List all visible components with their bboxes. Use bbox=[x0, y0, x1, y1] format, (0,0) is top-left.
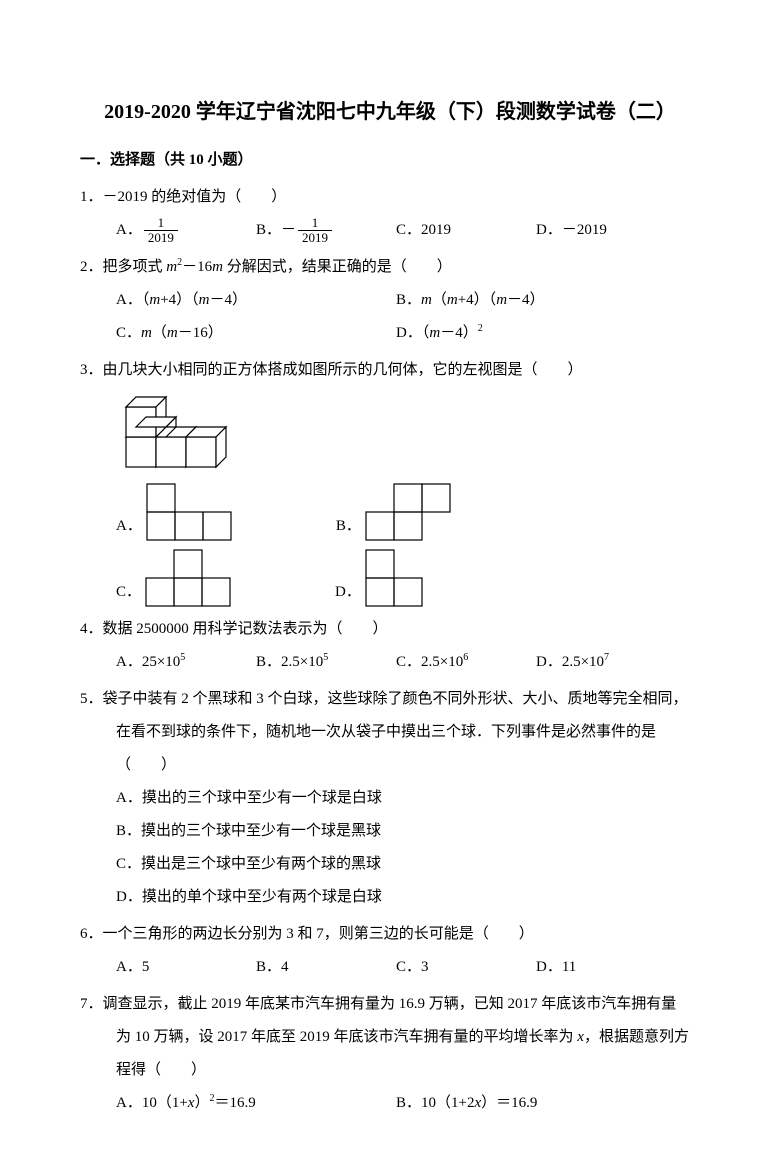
page: 2019-2020 学年辽宁省沈阳七中九年级（下）段测数学试卷（二） 一．选择题… bbox=[0, 0, 780, 1160]
q2-options-2: C．m（m－16） D．（m－4）2 bbox=[80, 317, 700, 350]
q3-opt-b: B． bbox=[336, 483, 455, 543]
q6-opt-c: C．3 bbox=[396, 951, 536, 984]
question-3: 3．由几块大小相同的正方体搭成如图所示的几何体，它的左视图是（ ） A． bbox=[80, 354, 700, 609]
cube-figure-icon bbox=[116, 387, 256, 477]
q5-opt-d: D．摸出的单个球中至少有两个球是白球 bbox=[80, 881, 700, 914]
fraction-icon: 12019 bbox=[144, 216, 178, 246]
q2-options: A．（m+4）（m－4） B．m（m+4）（m－4） bbox=[80, 284, 700, 317]
q7-options: A．10（1+x）2＝16.9 B．10（1+2x）＝16.9 bbox=[80, 1087, 700, 1120]
q4-opt-d: D．2.5×107 bbox=[536, 646, 676, 679]
q4-options: A．25×105 B．2.5×105 C．2.5×106 D．2.5×107 bbox=[80, 646, 700, 679]
q5-opt-a: A．摸出的三个球中至少有一个球是白球 bbox=[80, 782, 700, 815]
q4-text: 4．数据 2500000 用科学记数法表示为（ ） bbox=[80, 613, 700, 646]
q7-text3: 程得（ ） bbox=[80, 1054, 700, 1087]
q5-text2: 在看不到球的条件下，随机地一次从袋子中摸出三个球．下列事件是必然事件的是（ ） bbox=[80, 716, 700, 782]
q2-opt-d: D．（m－4）2 bbox=[396, 317, 676, 350]
q3-options-row1: A． B． bbox=[80, 477, 700, 543]
q1-options: A．12019 B．－12019 C．2019 D．－2019 bbox=[80, 214, 700, 247]
q5-text: 5．袋子中装有 2 个黑球和 3 个白球，这些球除了颜色不同外形状、大小、质地等… bbox=[80, 683, 700, 716]
q6-options: A．5 B．4 C．3 D．11 bbox=[80, 951, 700, 984]
exam-title: 2019-2020 学年辽宁省沈阳七中九年级（下）段测数学试卷（二） bbox=[80, 90, 700, 134]
section-heading: 一．选择题（共 10 小题） bbox=[80, 144, 700, 177]
q3-opt-c: C． bbox=[116, 549, 235, 609]
grid-figure-icon bbox=[365, 483, 455, 543]
q1-opt-c: C．2019 bbox=[396, 214, 536, 247]
q4-opt-c: C．2.5×106 bbox=[396, 646, 536, 679]
q6-opt-a: A．5 bbox=[116, 951, 256, 984]
q2-opt-a: A．（m+4）（m－4） bbox=[116, 284, 396, 317]
q1-opt-b: B．－12019 bbox=[256, 214, 396, 247]
q4-opt-a: A．25×105 bbox=[116, 646, 256, 679]
q7-text2: 为 10 万辆，设 2017 年底至 2019 年底该市汽车拥有量的平均增长率为… bbox=[80, 1021, 700, 1054]
q1-opt-a: A．12019 bbox=[116, 214, 256, 247]
question-4: 4．数据 2500000 用科学记数法表示为（ ） A．25×105 B．2.5… bbox=[80, 613, 700, 679]
q7-text: 7．调查显示，截止 2019 年底某市汽车拥有量为 16.9 万辆，已知 201… bbox=[80, 988, 700, 1021]
grid-figure-icon bbox=[146, 483, 236, 543]
question-2: 2．把多项式 m2－16m 分解因式，结果正确的是（ ） A．（m+4）（m－4… bbox=[80, 251, 700, 350]
q3-text: 3．由几块大小相同的正方体搭成如图所示的几何体，它的左视图是（ ） bbox=[80, 354, 700, 387]
q2-text: 2．把多项式 m2－16m 分解因式，结果正确的是（ ） bbox=[80, 251, 700, 284]
q2-opt-b: B．m（m+4）（m－4） bbox=[396, 284, 676, 317]
q6-opt-b: B．4 bbox=[256, 951, 396, 984]
grid-figure-icon bbox=[365, 549, 427, 609]
q7-opt-a: A．10（1+x）2＝16.9 bbox=[116, 1087, 396, 1120]
q4-opt-b: B．2.5×105 bbox=[256, 646, 396, 679]
q5-opt-b: B．摸出的三个球中至少有一个球是黑球 bbox=[80, 815, 700, 848]
question-1: 1．－2019 的绝对值为（ ） A．12019 B．－12019 C．2019… bbox=[80, 181, 700, 247]
q1-opt-d: D．－2019 bbox=[536, 214, 676, 247]
q3-options-row2: C． D． bbox=[80, 543, 700, 609]
q6-text: 6．一个三角形的两边长分别为 3 和 7，则第三边的长可能是（ ） bbox=[80, 918, 700, 951]
question-7: 7．调查显示，截止 2019 年底某市汽车拥有量为 16.9 万辆，已知 201… bbox=[80, 988, 700, 1120]
q3-opt-a: A． bbox=[116, 483, 236, 543]
q6-opt-d: D．11 bbox=[536, 951, 676, 984]
q2-opt-c: C．m（m－16） bbox=[116, 317, 396, 350]
q7-opt-b: B．10（1+2x）＝16.9 bbox=[396, 1087, 676, 1120]
q3-main-figure bbox=[80, 387, 700, 477]
q5-opt-c: C．摸出是三个球中至少有两个球的黑球 bbox=[80, 848, 700, 881]
q3-opt-d: D． bbox=[335, 549, 427, 609]
grid-figure-icon bbox=[145, 549, 235, 609]
question-6: 6．一个三角形的两边长分别为 3 和 7，则第三边的长可能是（ ） A．5 B．… bbox=[80, 918, 700, 984]
fraction-icon: 12019 bbox=[298, 216, 332, 246]
q1-text: 1．－2019 的绝对值为（ ） bbox=[80, 181, 700, 214]
question-5: 5．袋子中装有 2 个黑球和 3 个白球，这些球除了颜色不同外形状、大小、质地等… bbox=[80, 683, 700, 914]
